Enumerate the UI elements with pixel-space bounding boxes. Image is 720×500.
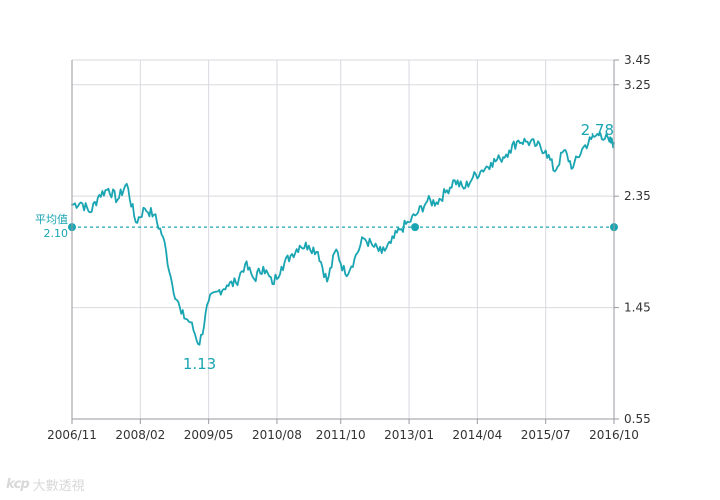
y-tick-label: 3.45 [624, 53, 651, 67]
x-tick-label: 2015/07 [521, 428, 571, 442]
grid [71, 59, 615, 420]
average-value-label: 2.10 [44, 227, 69, 240]
axes [71, 59, 619, 424]
annotation-label-0: 1.13 [183, 355, 216, 373]
x-tick-label: 2014/04 [452, 428, 502, 442]
watermark-logo: kcp [6, 477, 30, 492]
y-tick-label: 3.25 [624, 78, 651, 92]
labels: 2006/11 2008/02 2009/05 2010/08 2011/10 2013/… [35, 53, 651, 442]
average-label: 平均值 [35, 213, 68, 226]
series-line-0 [71, 132, 615, 346]
watermark-text: 大數透視 [32, 479, 85, 494]
x-tick-label: 2008/02 [115, 428, 165, 442]
series-group [71, 132, 615, 346]
x-tick-label: 2013/01 [384, 428, 434, 442]
y-tick-label: 2.35 [624, 189, 651, 203]
average-crossing-marker [411, 223, 420, 232]
x-tick-label: 2011/10 [316, 428, 366, 442]
x-tick-label: 2009/05 [184, 428, 234, 442]
y-tick-label: 0.55 [624, 412, 651, 426]
watermark: kcp 大數透視 [6, 475, 85, 494]
annotation-label-1: 2.78 [581, 121, 614, 139]
y-tick-label: 1.45 [624, 301, 651, 315]
average-line-group [68, 223, 618, 232]
x-tick-label: 2006/11 [47, 428, 97, 442]
x-tick-label: 2010/08 [252, 428, 302, 442]
x-tick-label: 2016/10 [589, 428, 639, 442]
